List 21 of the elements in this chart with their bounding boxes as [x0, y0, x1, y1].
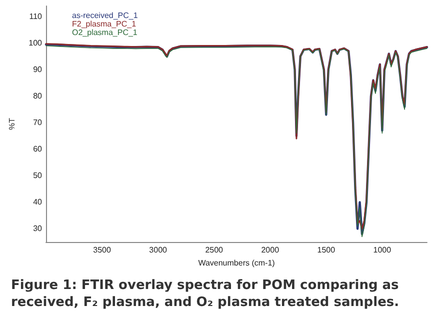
y-tick-label: 60 [33, 144, 43, 154]
x-tick-label: 1500 [317, 246, 336, 254]
y-tick-label: 50 [33, 171, 43, 180]
y-tick-label: 110 [29, 12, 43, 22]
x-tick-label: 1000 [373, 246, 392, 254]
x-axis-title: Wavenumbers (cm-1) [198, 258, 276, 268]
text: as-received_PC_1 [72, 11, 138, 20]
x-tick-label: 2500 [205, 246, 224, 254]
y-tick-label: 70 [33, 118, 43, 128]
text: F2_plasma_PC_1 [72, 20, 137, 28]
x-tick-label: 2000 [261, 246, 280, 254]
y-axis-title: %T [8, 118, 16, 130]
y-tick-label: 40 [33, 198, 43, 207]
y-tick-label: 100 [28, 38, 43, 48]
series-label: O2_plasma_PC_1 [72, 28, 138, 37]
y-tick-label: 80 [33, 92, 43, 101]
y-tick-label: 90 [33, 65, 43, 74]
y-tick-label: 30 [33, 224, 43, 234]
x-tick-label: 3000 [149, 246, 168, 254]
text: Figure 1: FTIR overlay spectra for POM comparing as received, F₂ plasma, and O₂ plasma treated samples. [11, 278, 404, 310]
x-tick-label: 3500 [93, 246, 112, 254]
